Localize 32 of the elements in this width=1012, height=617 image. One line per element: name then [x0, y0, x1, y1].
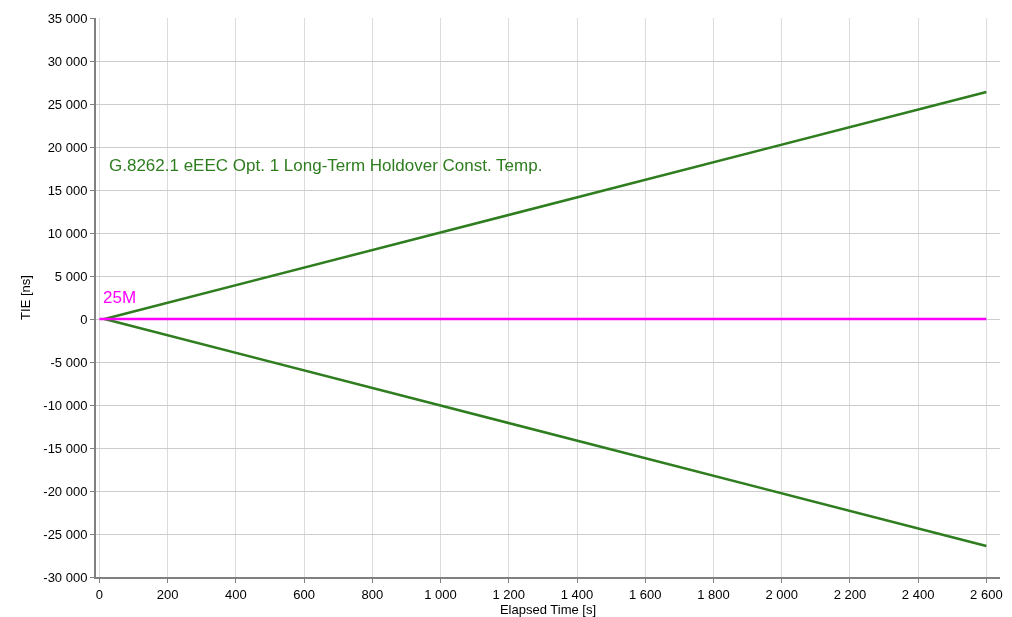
y-tick-label: -15 000: [43, 440, 88, 456]
y-tick-label: 5 000: [54, 268, 88, 284]
x-tick-label: 0: [95, 586, 104, 602]
y-tick-label: -10 000: [43, 397, 88, 413]
y-tick-label: 25 000: [47, 96, 88, 112]
x-tick-label: 200: [156, 586, 179, 602]
x-tick-label: 800: [361, 586, 384, 602]
x-tick-label: 2 600: [970, 586, 1003, 602]
y-tick-label: 35 000: [47, 10, 88, 26]
y-tick-label: 10 000: [47, 225, 88, 241]
x-tick-label: 1 000: [424, 586, 457, 602]
x-tick-label: 400: [225, 586, 247, 602]
x-tick-label: 1 400: [560, 586, 594, 602]
y-tick-label: -30 000: [43, 569, 88, 585]
x-tick-label: 2 200: [833, 586, 867, 602]
x-tick-label: 1 600: [628, 586, 662, 602]
y-axis-title: TIE [ns]: [17, 275, 33, 320]
x-tick-label: 1 200: [492, 586, 526, 602]
x-tick-label: 600: [293, 586, 315, 602]
x-tick-label: 1 800: [697, 586, 730, 602]
y-tick-label: 0: [80, 311, 88, 327]
y-tick-label: 15 000: [47, 182, 88, 198]
y-tick-label: -5 000: [50, 354, 88, 370]
y-tick-label: -25 000: [43, 526, 88, 542]
x-tick-label: 2 400: [901, 586, 935, 602]
series-label: 25M: [103, 288, 137, 307]
y-tick-label: 20 000: [47, 139, 88, 155]
y-tick-label: 30 000: [47, 53, 88, 69]
y-tick-label: -20 000: [43, 483, 88, 499]
x-axis-title: Elapsed Time [s]: [499, 601, 597, 617]
series-label: G.8262.1 eEEC Opt. 1 Long-Term Holdover Const. Temp.: [109, 156, 543, 175]
x-tick-label: 2 000: [765, 586, 798, 602]
